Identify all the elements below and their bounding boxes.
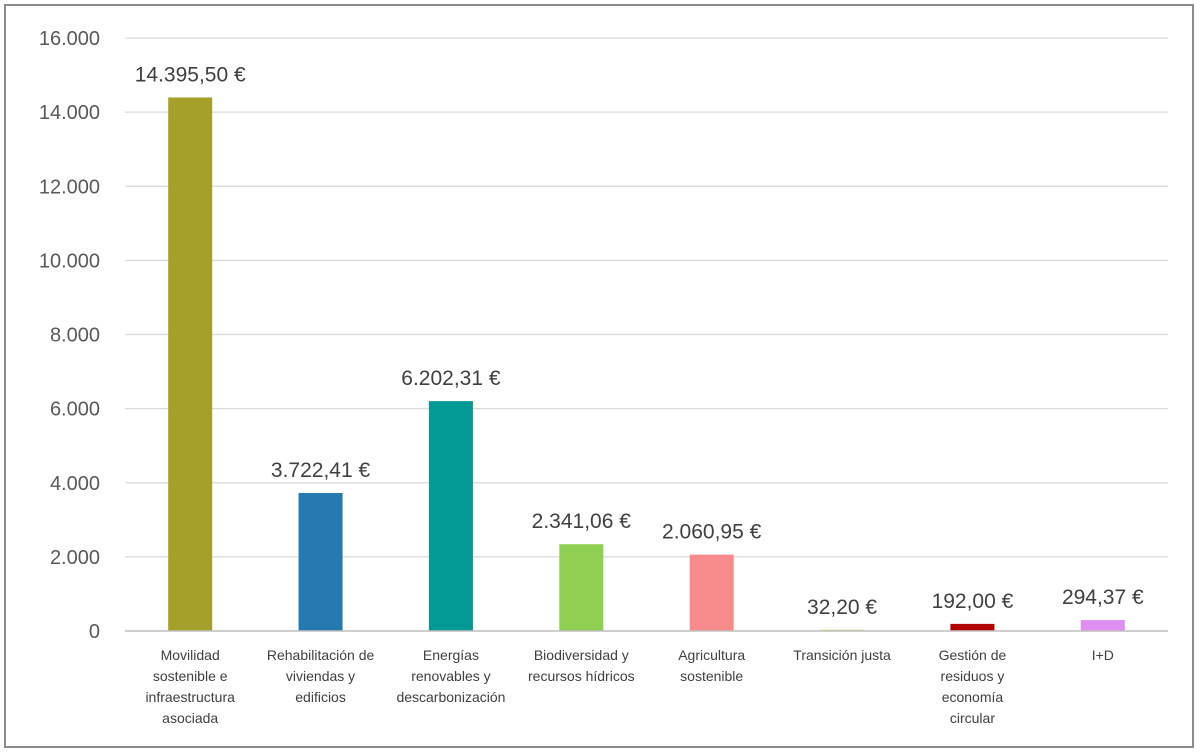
y-tick-label: 16.000 (39, 28, 100, 50)
category-label: Transición justa (793, 647, 891, 663)
category-label-line: descarbonización (396, 689, 505, 705)
data-labels: 14.395,50 € 3.722,41 € 6.202,31 € 2.341,06 … (135, 63, 1144, 618)
bar (1080, 620, 1125, 631)
bar (428, 401, 473, 631)
y-tick-label: 14.000 (39, 102, 100, 124)
y-tick-label: 4.000 (50, 473, 100, 495)
category-label: Energías renovables y descarbonización (396, 647, 505, 705)
category-label-line: Gestión de (939, 647, 1007, 663)
bar (950, 623, 995, 631)
data-label: 2.060,95 € (662, 521, 762, 544)
category-label: Movilidad sostenible e infraestructura asoc… (145, 647, 235, 726)
category-label-line: Agricultura (678, 647, 745, 663)
category-label: Gestión de residuos y economía circular (939, 647, 1007, 726)
x-axis-category-labels: Movilidad sostenible e infraestructura asoc… (145, 647, 1113, 726)
bar (298, 493, 343, 631)
y-axis-tick-labels: 0 2.000 4.000 6.000 8.000 10.000 12.000 14.000 1… (39, 28, 100, 643)
category-label-line: infraestructura (145, 689, 235, 705)
data-label: 3.722,41 € (271, 459, 371, 482)
data-label: 14.395,50 € (135, 63, 246, 86)
bar (689, 554, 734, 631)
category-label-line: asociada (162, 710, 218, 726)
y-tick-label: 2.000 (50, 547, 100, 569)
y-tick-label: 12.000 (39, 176, 100, 198)
bar (168, 97, 213, 631)
category-label-line: Energías (423, 647, 479, 663)
y-tick-label: 0 (89, 621, 100, 643)
y-tick-label: 8.000 (50, 325, 100, 347)
y-tick-label: 6.000 (50, 399, 100, 421)
category-label-line: edificios (295, 689, 346, 705)
bar (559, 544, 604, 631)
category-label-line: recursos hídricos (528, 668, 635, 684)
category-label-line: renovables y (411, 668, 490, 684)
category-label-line: residuos y (941, 668, 1005, 684)
category-label-line: viviendas y (286, 668, 355, 684)
category-label-line: I+D (1092, 647, 1114, 663)
category-label-line: Rehabilitación de (267, 647, 375, 663)
data-label: 2.341,06 € (532, 510, 632, 533)
y-tick-label: 10.000 (39, 250, 100, 272)
category-label: I+D (1092, 647, 1114, 663)
data-label: 294,37 € (1062, 586, 1144, 609)
bars (168, 97, 1125, 631)
category-label-line: Biodiversidad y (534, 647, 629, 663)
category-label: Biodiversidad y recursos hídricos (528, 647, 635, 684)
category-label-line: economía (942, 689, 1004, 705)
category-label: Agricultura sostenible (678, 647, 745, 684)
category-label-line: Transición justa (793, 647, 891, 663)
category-label-line: circular (950, 710, 995, 726)
category-label-line: Movilidad (161, 647, 220, 663)
category-label-line: sostenible (680, 668, 743, 684)
category-label: Rehabilitación de viviendas y edificios (267, 647, 375, 705)
data-label: 192,00 € (932, 590, 1014, 613)
category-label-line: sostenible e (153, 668, 228, 684)
data-label: 6.202,31 € (401, 367, 501, 390)
data-label: 32,20 € (807, 596, 877, 619)
